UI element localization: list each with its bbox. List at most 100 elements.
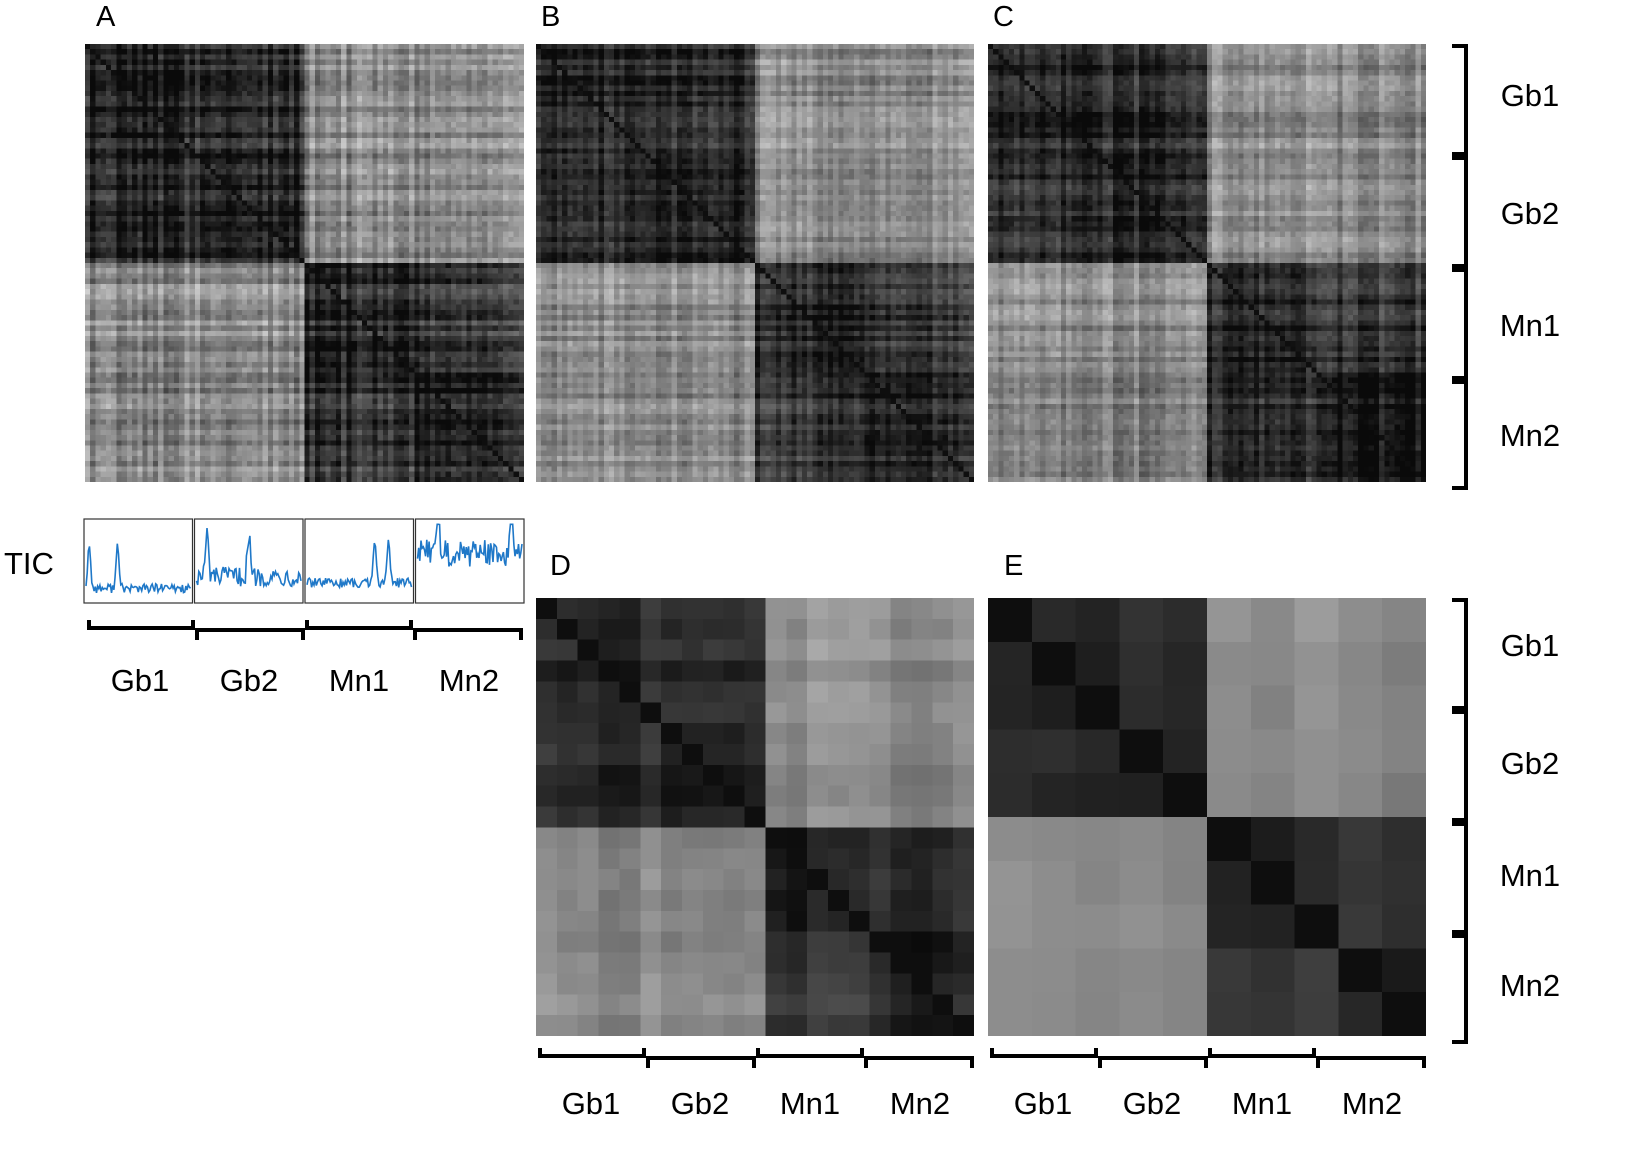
heatmap-cell	[252, 70, 259, 76]
heatmap-cell	[398, 273, 405, 280]
heatmap-cell	[241, 132, 248, 139]
heatmap-cell	[137, 127, 144, 134]
heatmap-cell	[482, 200, 489, 207]
heatmap-cell	[456, 137, 462, 144]
heatmap-cell	[372, 190, 379, 196]
heatmap-cell	[304, 106, 311, 113]
heatmap-cell	[273, 278, 279, 285]
heatmap-cell	[503, 96, 509, 102]
heatmap-cell	[335, 90, 342, 97]
heatmap-cell	[121, 263, 128, 269]
heatmap-cell	[487, 257, 494, 264]
heatmap-cell	[367, 169, 374, 175]
heatmap-cell	[461, 336, 468, 342]
heatmap-cell	[137, 101, 144, 108]
heatmap-cell	[205, 247, 212, 254]
heatmap-cell	[320, 169, 327, 175]
heatmap-cell	[299, 289, 306, 295]
heatmap-cell	[85, 117, 91, 123]
heatmap-cell	[487, 263, 494, 269]
heatmap-cell	[476, 283, 483, 290]
heatmap-cell	[105, 163, 112, 170]
heatmap-cell	[273, 216, 279, 222]
heatmap-cell	[126, 49, 133, 56]
heatmap-cell	[194, 299, 201, 306]
heatmap-cell	[518, 85, 524, 92]
heatmap-cell	[288, 268, 295, 275]
heatmap-cell	[398, 153, 405, 160]
heatmap-cell	[513, 283, 520, 290]
heatmap-cell	[429, 122, 436, 129]
heatmap-cell	[241, 70, 248, 76]
heatmap-cell	[372, 242, 379, 248]
heatmap-cell	[429, 137, 436, 144]
heatmap-cell	[435, 278, 441, 285]
heatmap-cell	[456, 341, 462, 348]
heatmap-cell	[299, 143, 306, 149]
heatmap-cell	[372, 278, 379, 285]
heatmap-cell	[304, 278, 311, 285]
heatmap-cell	[314, 257, 321, 264]
heatmap-cell	[419, 49, 426, 56]
heatmap-cell	[95, 330, 102, 337]
heatmap-cell	[142, 96, 149, 102]
heatmap-cell	[184, 236, 191, 243]
heatmap-cell	[95, 127, 102, 134]
heatmap-cell	[508, 304, 515, 311]
heatmap-cell	[341, 231, 347, 238]
heatmap-cell	[508, 59, 515, 66]
heatmap-cell	[194, 294, 201, 301]
heatmap-cell	[429, 336, 436, 342]
heatmap-cell	[456, 231, 462, 238]
heatmap-cell	[299, 184, 306, 191]
heatmap-cell	[163, 226, 170, 233]
heatmap-cell	[445, 54, 452, 61]
heatmap-cell	[247, 117, 253, 123]
heatmap-cell	[335, 158, 342, 165]
heatmap-cell	[85, 49, 91, 56]
heatmap-cell	[487, 320, 494, 327]
heatmap-cell	[111, 304, 117, 311]
heatmap-cell	[367, 148, 374, 155]
heatmap-cell	[503, 106, 509, 113]
heatmap-cell	[158, 242, 164, 248]
heatmap-cell	[351, 158, 358, 165]
heatmap-cell	[241, 257, 248, 264]
heatmap-cell	[382, 205, 389, 212]
heatmap-cell	[361, 163, 368, 170]
heatmap-cell	[388, 252, 394, 259]
heatmap-cell	[346, 44, 353, 50]
heatmap-cell	[382, 257, 389, 264]
heatmap-cell	[487, 289, 494, 295]
heatmap-cell	[382, 122, 389, 129]
heatmap-cell	[132, 252, 138, 259]
heatmap-cell	[377, 80, 384, 87]
heatmap-cell	[382, 294, 389, 301]
heatmap-cell	[330, 153, 337, 160]
heatmap-cell	[85, 273, 91, 280]
heatmap-cell	[372, 320, 379, 327]
heatmap-cell	[210, 184, 217, 191]
heatmap-cell	[205, 148, 212, 155]
heatmap-cell	[173, 195, 180, 202]
heatmap-cell	[262, 137, 269, 144]
heatmap-cell	[273, 174, 279, 181]
heatmap-cell	[445, 210, 452, 217]
heatmap-cell	[341, 226, 347, 233]
heatmap-cell	[461, 278, 468, 285]
heatmap-cell	[121, 111, 128, 118]
heatmap-cell	[278, 278, 285, 285]
heatmap-cell	[226, 143, 232, 149]
heatmap-cell	[95, 289, 102, 295]
heatmap-cell	[456, 216, 462, 222]
heatmap-cell	[351, 273, 358, 280]
heatmap-cell	[508, 54, 515, 61]
heatmap-cell	[503, 49, 509, 56]
heatmap-cell	[147, 273, 154, 280]
heatmap-cell	[132, 158, 138, 165]
heatmap-cell	[179, 106, 185, 113]
heatmap-cell	[252, 64, 259, 71]
heatmap-cell	[341, 242, 347, 248]
heatmap-cell	[482, 179, 489, 186]
heatmap-cell	[247, 127, 253, 134]
